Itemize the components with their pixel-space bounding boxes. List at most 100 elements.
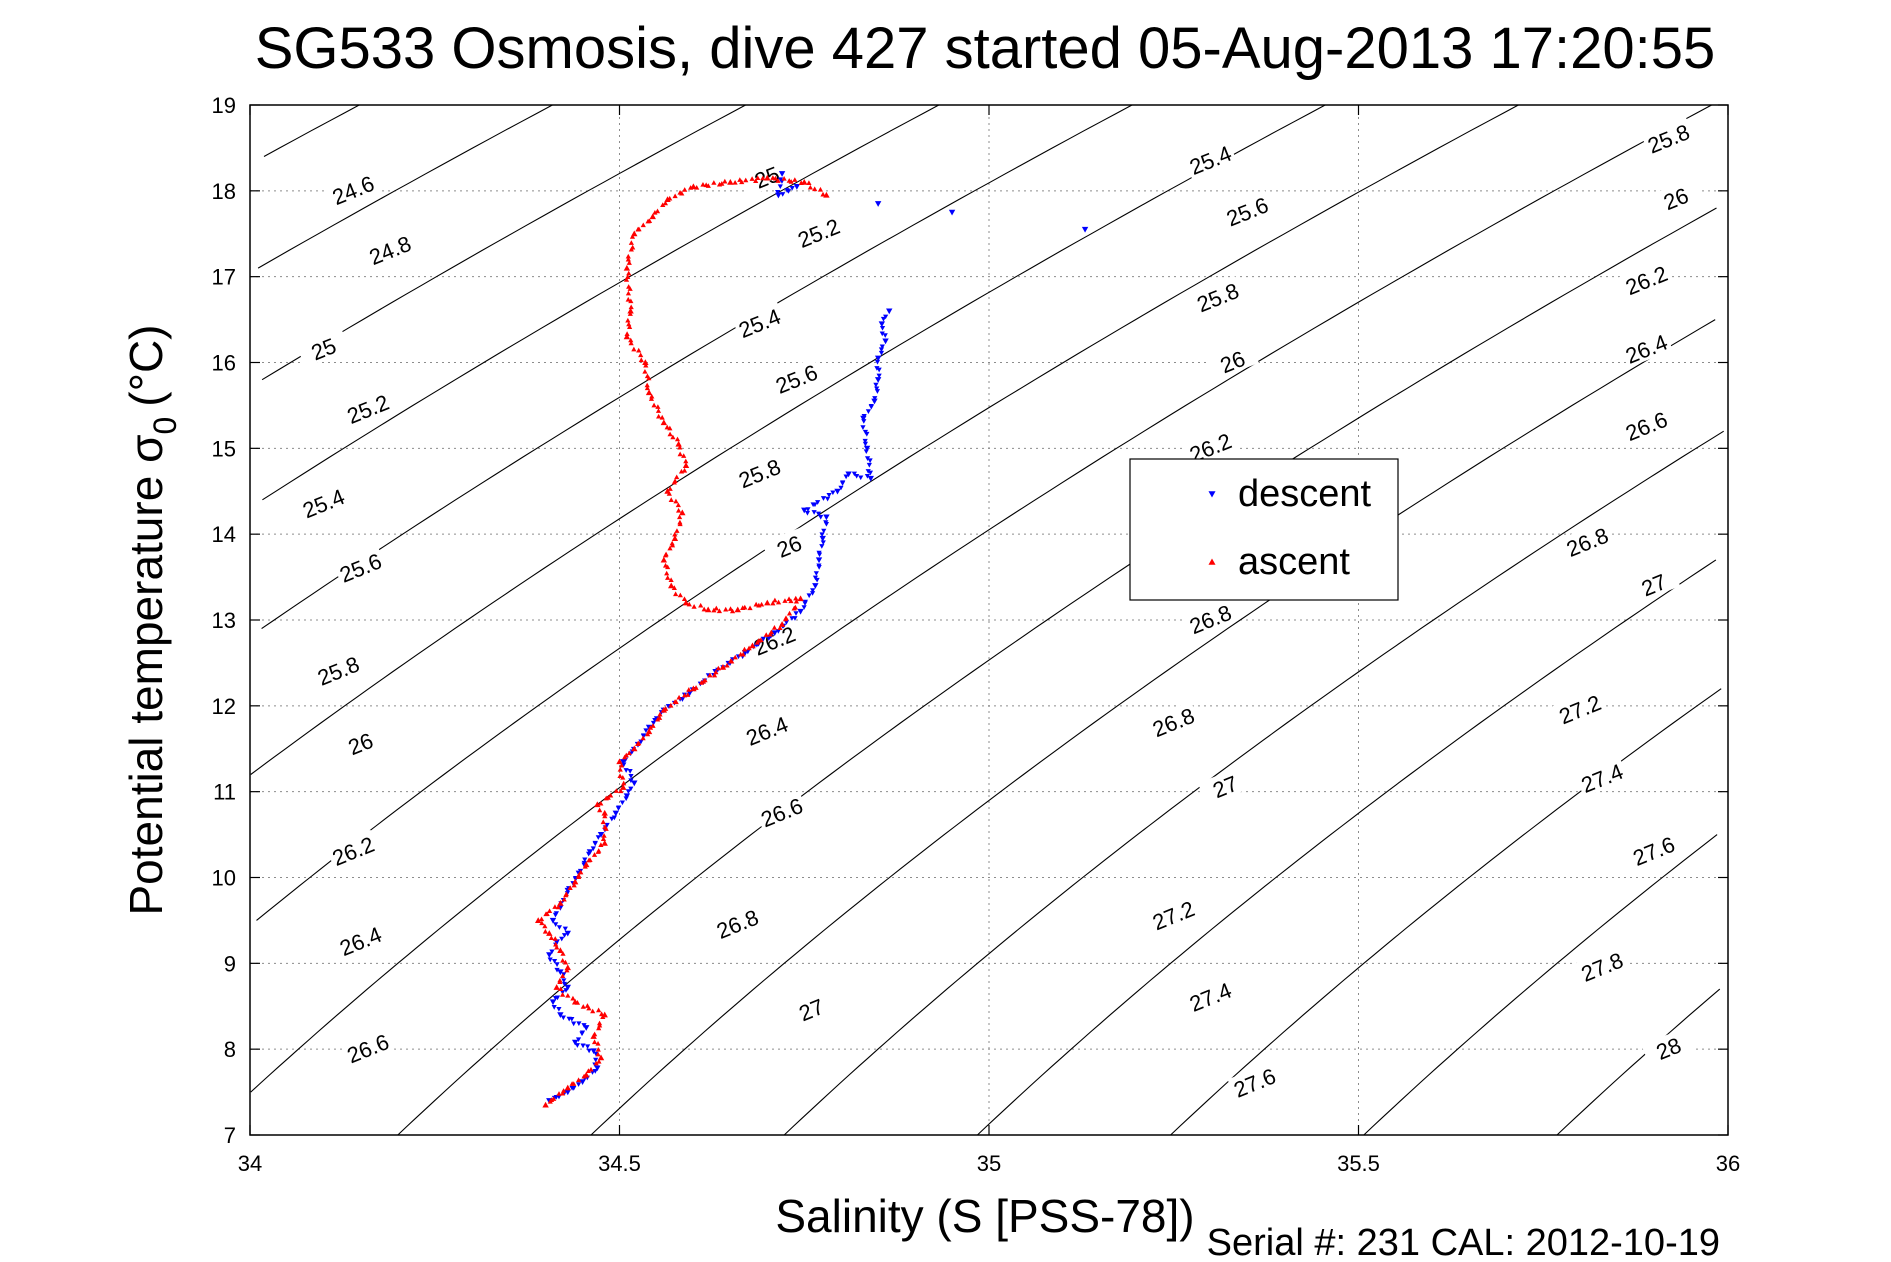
data-point: [693, 685, 699, 690]
data-point: [623, 264, 631, 271]
data-point: [612, 810, 620, 817]
data-point: [553, 911, 560, 916]
data-point: [821, 528, 827, 534]
data-point: [547, 957, 553, 963]
data-point: [591, 1039, 598, 1045]
data-point: [667, 486, 673, 491]
data-point: [864, 473, 871, 479]
data-point: [867, 458, 873, 464]
grid-lines: [250, 105, 1728, 1135]
data-point: [874, 377, 882, 383]
data-point: [672, 193, 678, 199]
data-point: [664, 196, 671, 202]
data-point: [715, 665, 721, 671]
data-point: [668, 497, 674, 502]
data-point: [644, 373, 651, 379]
data-point: [557, 977, 563, 983]
y-tick-label: 8: [224, 1037, 236, 1062]
data-point: [871, 398, 878, 405]
series-ascent: [535, 174, 830, 1108]
data-point: [611, 815, 617, 821]
data-point: [592, 1031, 598, 1037]
data-point: [571, 1086, 577, 1091]
data-point: [626, 270, 632, 276]
data-point: [551, 958, 558, 964]
data-point: [664, 424, 670, 430]
data-point: [643, 362, 649, 368]
contour-label-background: [754, 791, 809, 832]
data-point: [628, 778, 634, 784]
contour-label-background: [769, 357, 823, 398]
data-point: [775, 189, 781, 195]
data-point: [556, 1094, 562, 1100]
data-point: [564, 984, 571, 991]
data-point: [563, 891, 569, 897]
data-point: [663, 706, 669, 711]
data-point: [600, 836, 607, 841]
data-point: [667, 545, 673, 551]
contour-label-background: [791, 211, 846, 253]
contour-label-background: [296, 482, 350, 523]
contour-label-background: [333, 919, 387, 961]
data-point: [686, 687, 692, 692]
data-point: [648, 396, 655, 401]
data-point: [571, 1021, 577, 1027]
data-point: [792, 177, 798, 182]
data-point: [560, 973, 566, 978]
data-point: [590, 1048, 597, 1055]
data-point: [623, 333, 631, 340]
data-point: [649, 213, 656, 220]
data-point: [553, 984, 560, 990]
data-point: [711, 180, 717, 185]
x-tick-label: 36: [1716, 1151, 1740, 1176]
data-point: [564, 930, 571, 937]
data-point: [862, 441, 869, 447]
contour-label-background: [1619, 327, 1673, 368]
data-point: [642, 359, 649, 366]
data-point: [862, 429, 869, 435]
data-point: [646, 218, 653, 224]
data-point: [613, 788, 619, 793]
data-point: [672, 478, 678, 483]
contour-label-background: [325, 829, 380, 871]
legend-box: [1129, 458, 1399, 601]
data-point: [628, 340, 634, 346]
data-point: [816, 550, 822, 556]
density-contour-line: [977, 559, 1717, 1136]
data-point: [617, 766, 623, 772]
data-point: [758, 637, 764, 643]
data-point: [886, 308, 893, 315]
contour-label-background: [325, 168, 380, 210]
data-point: [601, 809, 608, 816]
data-point: [789, 186, 795, 191]
data-point: [673, 591, 679, 597]
data-point: [544, 911, 550, 917]
data-point: [586, 1048, 592, 1054]
contour-label-background: [1183, 975, 1237, 1016]
data-point: [670, 434, 676, 440]
data-point: [764, 599, 771, 606]
y-tick-label: 12: [212, 694, 236, 719]
contour-label-background: [340, 387, 395, 428]
serial-cal-footer: Serial #: 231 CAL: 2012-10-19: [1207, 1222, 1720, 1262]
data-point: [702, 677, 708, 683]
data-point: [553, 922, 559, 927]
data-point: [627, 307, 634, 314]
data-point: [682, 599, 690, 606]
data-point: [631, 745, 638, 752]
data-point: [840, 480, 846, 486]
data-point: [643, 728, 649, 734]
data-point: [867, 475, 874, 482]
data-point: [660, 202, 666, 208]
data-point: [593, 1060, 599, 1066]
data-point: [668, 702, 674, 708]
data-point: [679, 190, 685, 196]
data-point: [623, 793, 631, 800]
legend-label-descent: descent: [1238, 473, 1372, 515]
data-point: [865, 469, 871, 474]
data-point: [775, 599, 782, 605]
data-point: [734, 606, 741, 613]
data-point: [679, 509, 686, 516]
data-point: [792, 616, 798, 621]
data-point: [878, 347, 885, 353]
